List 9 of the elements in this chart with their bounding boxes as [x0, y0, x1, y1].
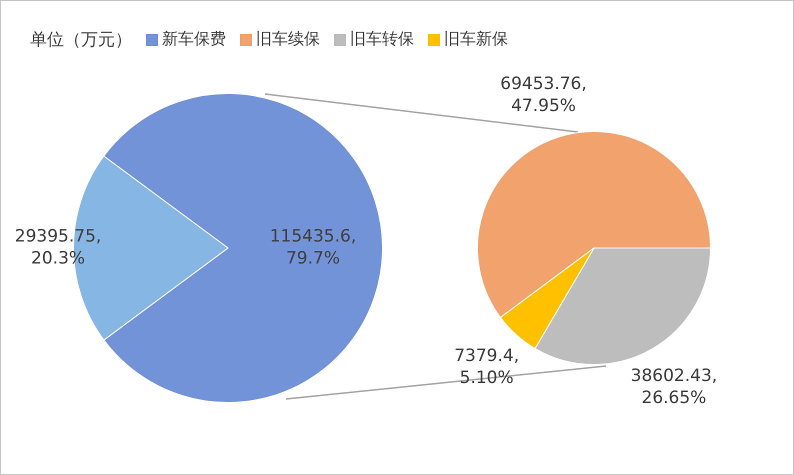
data-label: 38602.43, 26.65%: [630, 366, 718, 408]
legend-label: 新车保费: [161, 29, 226, 50]
data-label: 7379.4, 5.10%: [454, 346, 520, 388]
legend-label: 旧车新保: [443, 29, 508, 50]
legend-label: 旧车续保: [255, 29, 320, 50]
data-label: 69453.76, 47.95%: [500, 74, 587, 116]
data-label: 115435.6, 79.7%: [270, 226, 356, 268]
legend-label: 旧车转保: [349, 29, 414, 50]
chart-title: 单位（万元）: [30, 29, 132, 51]
